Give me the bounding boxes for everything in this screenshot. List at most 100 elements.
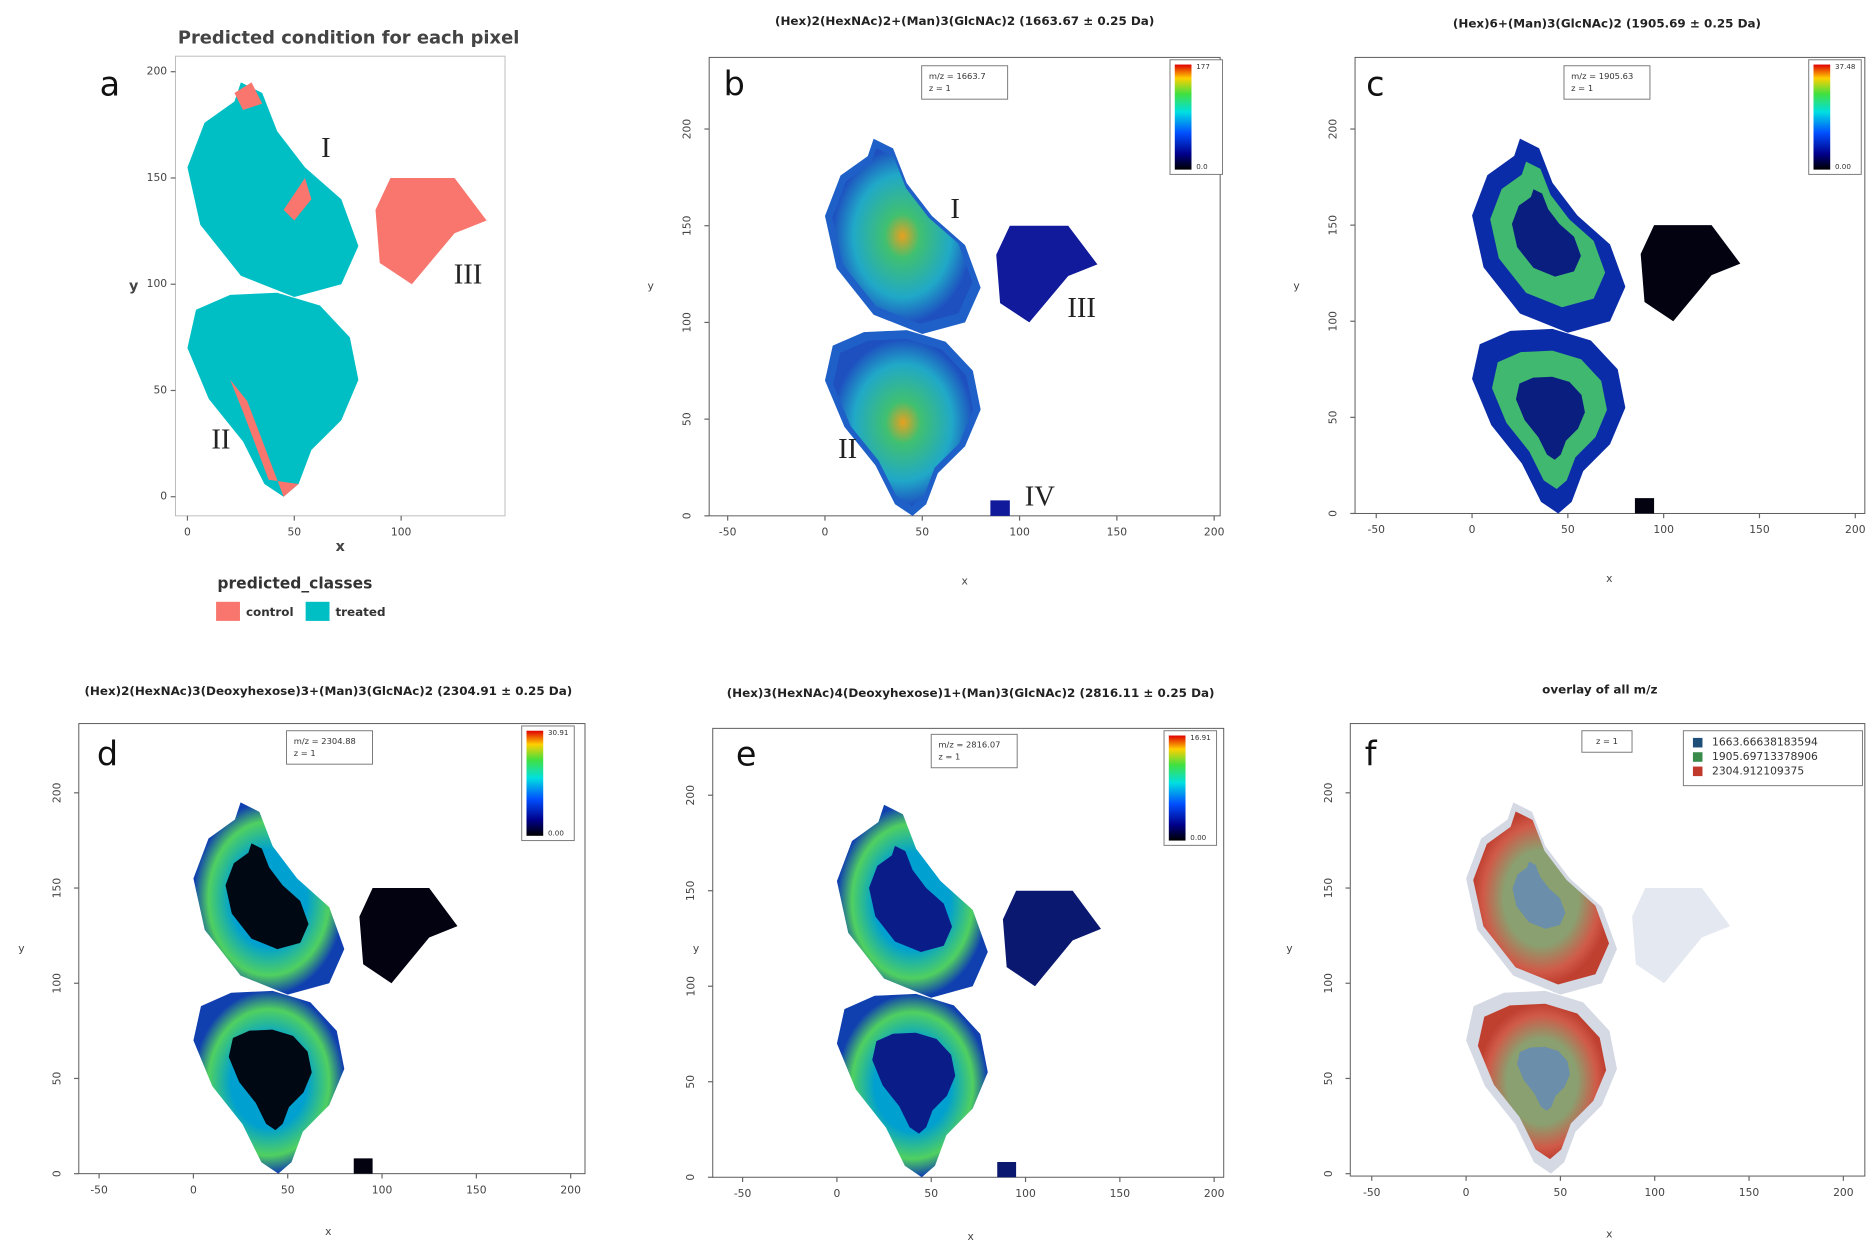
y-tick-label: 0 [1327,510,1340,517]
tissue [1635,498,1654,513]
x-tick-label: -50 [734,1187,752,1200]
region-label: III [454,259,483,291]
y-axis-label: y [693,942,700,955]
y-tick-label: 100 [684,976,697,997]
y-axis-label: y [1286,942,1293,955]
panel: -50050100150200050100150200xy(Hex)3(HexN… [684,686,1224,1243]
x-tick-label: 50 [1561,523,1575,536]
colorbar [1175,65,1192,170]
x-axis-label: x [1606,572,1612,585]
tissue [187,82,358,297]
y-tick-label: 150 [1322,878,1335,899]
colorbar-label: 0.00 [1190,833,1206,842]
x-tick-label: 0 [184,526,191,539]
y-tick-label: 100 [1322,973,1335,994]
x-tick-label: 100 [391,526,412,539]
y-tick-label: 150 [1327,215,1340,236]
panel-title: (Hex)6+(Man)3(GlcNAc)2 (1905.69 ± 0.25 D… [1453,16,1761,30]
info-text: z = 1 [938,752,960,762]
panel-letter: d [97,734,118,773]
y-axis-label: y [18,942,25,955]
y-tick-label: 50 [153,383,167,396]
x-tick-label: 200 [1204,1187,1225,1200]
y-tick-label: 100 [50,973,63,994]
x-axis-label: x [967,1230,973,1243]
panel-letter: b [724,65,745,104]
x-tick-label: 0 [833,1187,840,1200]
figure: 050100050100150200xyPredicted condition … [0,0,1872,1243]
legend-label: 2304.912109375 [1712,764,1804,777]
y-tick-label: 50 [681,412,694,426]
info-text: z = 1 [1596,736,1618,746]
legend-swatch [306,602,330,621]
panel-letter: c [1366,65,1384,104]
x-tick-label: -50 [719,526,737,539]
tissue [187,293,358,497]
y-tick-label: 200 [1322,782,1335,803]
colorbar-label: 0.00 [548,828,564,837]
colorbar-label: 0.0 [1196,162,1208,171]
x-tick-label: 0 [190,1183,197,1196]
panel-title: (Hex)2(HexNAc)2+(Man)3(GlcNAc)2 (1663.67… [775,14,1154,28]
x-axis-label: x [961,575,967,588]
y-tick-label: 200 [684,785,697,806]
info-text: m/z = 2816.07 [938,740,1000,750]
legend-title: predicted_classes [217,574,372,592]
panel-letter: f [1365,734,1378,773]
legend-label: treated [335,605,385,619]
colorbar-label: 37.48 [1835,62,1856,71]
colorbar-label: 0.00 [1835,162,1851,171]
x-tick-label: 0 [1469,523,1476,536]
x-tick-label: 0 [822,526,829,539]
legend-label: control [246,605,294,619]
y-tick-label: 100 [1327,311,1340,332]
legend-swatch [1693,767,1703,777]
info-text: m/z = 2304.88 [294,736,356,746]
y-tick-label: 100 [681,312,694,333]
x-axis-label: x [336,539,346,555]
x-tick-label: 50 [287,526,301,539]
x-tick-label: -50 [1367,523,1385,536]
colorbar [1814,65,1831,170]
panel-letter: a [100,65,120,104]
x-tick-label: 50 [1554,1186,1568,1199]
x-axis-label: x [325,1225,331,1238]
legend-swatch [1693,738,1703,748]
colorbar-label: 16.91 [1190,733,1211,742]
region-label: III [1067,292,1096,324]
y-axis-label: y [129,279,139,295]
colorbar [527,731,544,836]
x-tick-label: 100 [372,1183,393,1196]
x-tick-label: 200 [1845,523,1866,536]
info-text: z = 1 [1571,83,1593,93]
panel: -50050100150200050100150200xyoverlay of … [1286,683,1865,1241]
region-label: I [950,193,960,225]
y-tick-label: 0 [684,1174,697,1181]
panel: -50050100150200050100150200xy(Hex)6+(Man… [1293,16,1865,585]
y-axis-label: y [1293,280,1300,293]
tissue [1003,891,1101,987]
info-text: z = 1 [929,83,951,93]
tissue [997,1162,1016,1177]
y-tick-label: 200 [681,119,694,140]
x-tick-label: 100 [1015,1187,1036,1200]
colorbar [1169,736,1186,841]
x-tick-label: -50 [1363,1186,1381,1199]
x-tick-label: 200 [1833,1186,1854,1199]
y-tick-label: 100 [147,277,168,290]
colorbar-label: 30.91 [548,728,569,737]
x-tick-label: 150 [1107,526,1128,539]
y-tick-label: 0 [1322,1170,1335,1177]
x-axis-label: x [1606,1228,1612,1241]
panel-letter: e [736,734,757,773]
info-text: m/z = 1663.7 [929,71,986,81]
y-tick-label: 0 [50,1170,63,1177]
y-tick-label: 50 [1322,1071,1335,1085]
panel: -50050100150200050100150200xy(Hex)2(HexN… [18,684,585,1238]
region-label: I [321,132,331,164]
y-tick-label: 50 [1327,410,1340,424]
panel-title: (Hex)2(HexNAc)3(Deoxyhexose)3+(Man)3(Glc… [84,684,572,698]
x-tick-label: 100 [1653,523,1674,536]
x-tick-label: 200 [560,1183,581,1196]
